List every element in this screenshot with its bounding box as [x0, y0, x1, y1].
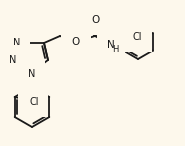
Text: N: N — [107, 40, 115, 50]
Text: Cl: Cl — [132, 33, 142, 42]
Text: N: N — [9, 55, 17, 65]
Text: H: H — [112, 45, 118, 53]
Text: N: N — [28, 69, 36, 79]
Text: O: O — [91, 15, 99, 25]
Text: N: N — [13, 38, 21, 48]
Text: Cl: Cl — [28, 94, 37, 104]
Text: Cl: Cl — [29, 97, 39, 107]
Text: O: O — [72, 37, 80, 47]
